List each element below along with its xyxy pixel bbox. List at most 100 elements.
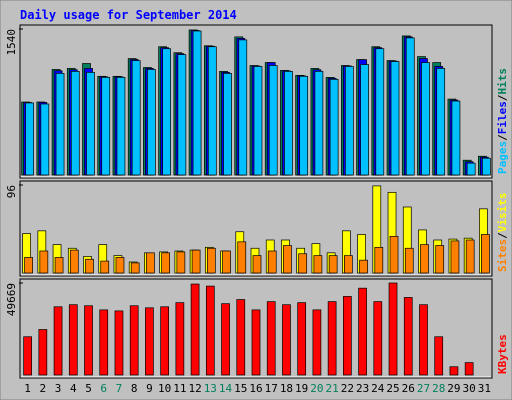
bar — [373, 301, 383, 376]
legend-label: Pages — [496, 141, 509, 174]
legend: KBytes — [496, 334, 509, 374]
bar — [222, 250, 231, 274]
bar — [345, 66, 354, 176]
bar — [374, 246, 384, 274]
x-tick-label: 15 — [234, 382, 247, 395]
legend-label: Hits — [496, 68, 509, 95]
bar — [481, 234, 490, 274]
bar — [115, 257, 125, 274]
bar — [55, 73, 65, 176]
x-tick-label: 1 — [24, 382, 31, 395]
bar — [450, 240, 460, 274]
bar — [238, 39, 248, 176]
bar — [190, 283, 200, 376]
legend-label: KBytes — [496, 334, 509, 374]
x-tick-label: 20 — [310, 382, 323, 395]
bar — [237, 241, 247, 274]
x-tick-label: 5 — [85, 382, 92, 395]
x-tick-label: 31 — [478, 382, 491, 395]
x-tick-label: 4 — [70, 382, 77, 395]
bar — [100, 260, 110, 274]
bar — [223, 73, 232, 176]
x-tick-label: 23 — [356, 382, 369, 395]
bar — [23, 336, 32, 376]
bar — [54, 257, 64, 274]
bar — [297, 302, 307, 376]
x-tick-label: 16 — [249, 382, 262, 395]
x-tick-label: 26 — [402, 382, 415, 395]
x-tick-label: 17 — [265, 382, 278, 395]
bar — [175, 302, 185, 376]
x-tick-label: 27 — [417, 382, 430, 395]
bar — [176, 251, 186, 274]
bar — [101, 77, 111, 176]
legend-label: Files — [496, 101, 509, 134]
bar — [327, 301, 337, 376]
bar — [116, 77, 126, 176]
bar — [253, 66, 263, 176]
x-tick-label: 9 — [146, 382, 153, 395]
x-tick-label: 18 — [280, 382, 293, 395]
y-tick-label: 96 — [5, 185, 18, 198]
bar — [131, 60, 141, 176]
bar — [25, 102, 34, 176]
bar — [205, 285, 215, 376]
bar — [145, 307, 154, 376]
bar — [130, 262, 140, 274]
bar — [70, 71, 80, 176]
bar — [221, 303, 230, 376]
bar — [298, 253, 308, 274]
legend: Pages/Files/Hits — [496, 68, 509, 174]
bar — [283, 245, 292, 274]
bar — [161, 252, 170, 274]
x-tick-label: 29 — [447, 382, 460, 395]
bar — [403, 297, 413, 376]
bar — [329, 78, 339, 176]
bar — [344, 255, 353, 274]
bar — [86, 72, 95, 176]
legend-separator: / — [496, 232, 509, 239]
bar — [328, 255, 338, 274]
x-tick-label: 7 — [116, 382, 123, 395]
bar — [252, 255, 262, 274]
bar — [420, 244, 429, 274]
bar — [284, 71, 293, 176]
bar — [312, 309, 322, 376]
bar — [236, 299, 246, 376]
bar — [419, 304, 428, 376]
bar — [375, 48, 385, 176]
y-tick-label: 1540 — [5, 29, 18, 56]
bar — [388, 282, 398, 376]
bar — [266, 301, 276, 376]
bar — [405, 37, 415, 176]
bar — [38, 329, 48, 376]
x-tick-label: 10 — [158, 382, 171, 395]
x-tick-label: 30 — [463, 382, 476, 395]
bar — [390, 61, 400, 176]
bar — [206, 247, 216, 274]
bar — [449, 366, 459, 376]
bar — [68, 304, 78, 376]
x-tick-label: 11 — [173, 382, 186, 395]
x-tick-label: 12 — [188, 382, 201, 395]
x-tick-label: 19 — [295, 382, 308, 395]
bar — [53, 306, 63, 376]
bar — [207, 46, 217, 176]
bar — [421, 62, 430, 176]
x-tick-label: 8 — [131, 382, 138, 395]
bar — [69, 249, 79, 274]
bar — [360, 64, 369, 176]
bar — [359, 259, 368, 274]
legend-separator: / — [496, 94, 509, 101]
bar — [358, 287, 367, 376]
bar — [314, 71, 324, 176]
bar — [177, 54, 187, 176]
legend: Sites/Visits — [496, 193, 509, 273]
bar — [268, 65, 278, 176]
bar — [84, 305, 93, 376]
bar — [192, 30, 202, 176]
bar — [313, 255, 323, 274]
x-tick-label: 3 — [55, 382, 62, 395]
bar — [282, 304, 291, 376]
